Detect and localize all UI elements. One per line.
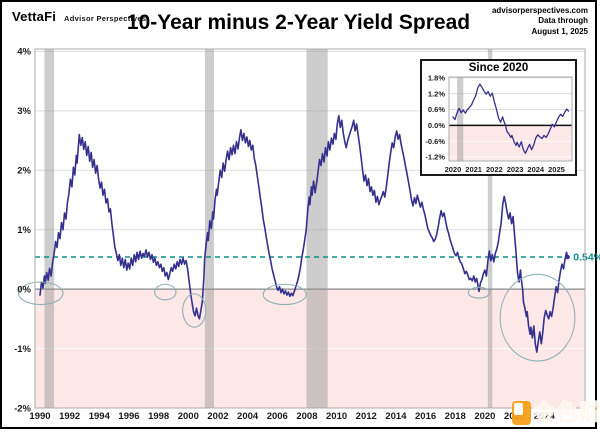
recession-band	[487, 49, 493, 408]
y-tick-label: 1.2%	[428, 89, 445, 98]
below-zero-shading	[449, 125, 572, 161]
plot-border	[448, 76, 573, 162]
brand-block: VettaFi Advisor Perspectives	[12, 9, 146, 24]
spread-line	[452, 83, 570, 154]
inversion-highlight-ellipse	[154, 283, 177, 301]
watermark-text: 金色财经	[532, 400, 600, 425]
x-tick-label: 2020	[474, 411, 495, 422]
x-tick-label: 2014	[385, 411, 407, 422]
x-tick-label: 1998	[148, 411, 169, 422]
advisor-perspectives-label: Advisor Perspectives	[64, 14, 147, 23]
inset-title: Since 2020	[468, 62, 529, 74]
data-through-date: August 1, 2025	[531, 26, 588, 36]
y-tick-label: 3%	[17, 106, 31, 117]
recession-band	[457, 77, 464, 161]
x-tick-label: 2004	[237, 411, 259, 422]
y-tick-label: -1%	[14, 344, 31, 355]
logo-notch	[514, 403, 523, 415]
x-tick-label: 2016	[415, 411, 436, 422]
x-tick-label: 2024	[527, 165, 545, 174]
y-tick-label: 0%	[17, 284, 31, 295]
x-tick-label: 1994	[89, 411, 111, 422]
x-tick-label: 2024	[534, 411, 556, 422]
spread-line	[39, 114, 569, 353]
x-tick-label: 2025	[548, 165, 565, 174]
inversion-highlight-ellipse	[467, 286, 491, 299]
inversion-highlight-ellipse	[17, 281, 64, 306]
recession-band	[306, 49, 328, 408]
y-tick-label: -0.6%	[425, 137, 445, 146]
x-tick-label: 2008	[296, 411, 317, 422]
y-tick-label: 1.8%	[428, 73, 445, 82]
y-tick-label: 0.6%	[428, 105, 445, 114]
page-title: 10-Year minus 2-Year Yield Spread	[126, 11, 471, 34]
y-tick-label: 0.0%	[428, 121, 445, 130]
data-through-label: Data through	[538, 16, 588, 26]
vettafi-logo: VettaFi	[12, 9, 57, 24]
x-tick-label: 2022	[486, 165, 503, 174]
y-tick-label: -2%	[14, 403, 31, 414]
recession-band	[44, 49, 55, 408]
plot-border	[34, 48, 586, 409]
jinse-finance-logo-icon	[512, 401, 531, 425]
inversion-highlight-ellipse	[499, 273, 576, 362]
x-tick-label: 2023	[507, 165, 524, 174]
inset-chart-box: 1.8% 1.2% 0.6% 0.0% -0.6% -1.2% 2020 2021 2022 20…	[420, 59, 577, 176]
inversion-highlight-ellipse	[182, 293, 207, 328]
inset-chart: 1.8% 1.2% 0.6% 0.0% -0.6% -1.2%2020 2021 2022 20…	[425, 73, 573, 174]
x-tick-label: 2006	[267, 411, 288, 422]
source-site: advisorperspectives.com	[491, 6, 588, 15]
y-tick-label: 4%	[17, 47, 31, 58]
x-tick-label: 1990	[29, 411, 50, 422]
y-tick-label: 1%	[17, 225, 31, 236]
y-tick-label: 2%	[17, 166, 31, 177]
x-tick-label: 2020	[445, 165, 462, 174]
x-tick-label: 2002	[207, 411, 228, 422]
header-right: advisorperspectives.com Data through Aug…	[492, 6, 588, 37]
x-tick-label: 2010	[326, 411, 347, 422]
y-tick-label: -1.2%	[425, 153, 445, 162]
x-tick-label: 2000	[178, 411, 199, 422]
x-tick-label: 1992	[59, 411, 80, 422]
x-tick-label: 2018	[445, 411, 466, 422]
latest-point-marker	[565, 254, 570, 260]
inversion-highlight-ellipse	[262, 283, 307, 306]
x-tick-label: 1996	[118, 411, 139, 422]
watermark: 金色财经	[512, 401, 600, 425]
x-tick-label: 2012	[356, 411, 377, 422]
latest-value-label: 0.54%	[573, 252, 600, 264]
x-tick-label: 2021	[465, 165, 482, 174]
